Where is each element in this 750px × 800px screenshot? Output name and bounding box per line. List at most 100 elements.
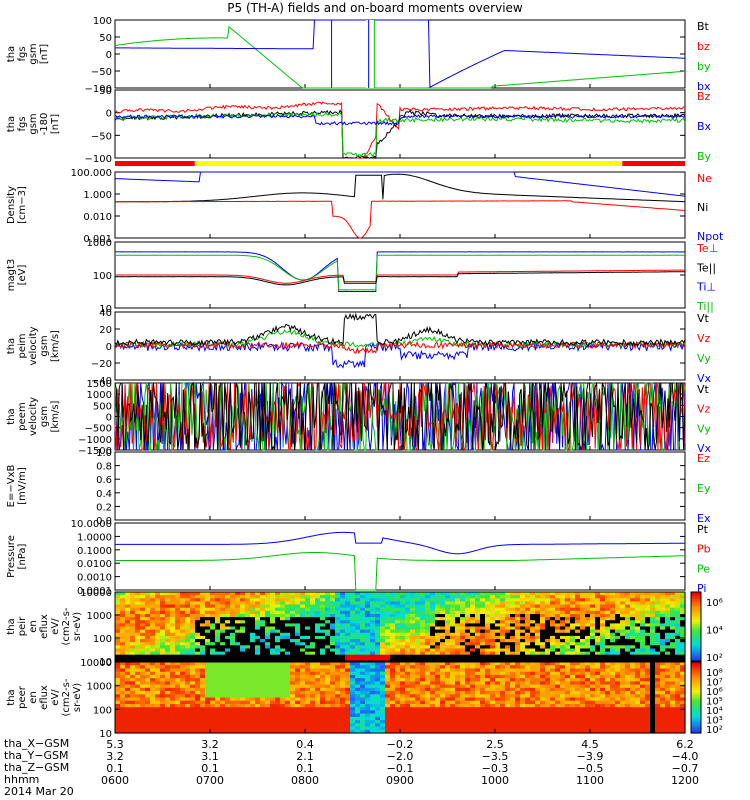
legend-Vt: Vt: [697, 312, 710, 325]
legend-Pb: Pb: [697, 543, 711, 556]
colorbar-label: 10⁶: [706, 598, 723, 609]
ytick-label: 0: [106, 342, 112, 353]
legend-Bx: Bx: [697, 120, 712, 133]
ytick-label: 0.4: [96, 489, 112, 500]
density-ne-line: [114, 200, 686, 239]
ylabel: tha: [6, 338, 17, 354]
ephemeris-value: 1000: [481, 774, 509, 787]
ephemeris-value: 0.1: [201, 762, 219, 775]
panel-frame-E=-VxB: [114, 451, 686, 521]
ephemeris-row-label: hhmm: [4, 773, 40, 786]
ylabel: [km/s]: [50, 400, 61, 432]
legend-bx: bx: [697, 80, 711, 93]
legend-Vt: Vt: [697, 383, 710, 396]
ephemeris-row-label: 2014 Mar 20: [4, 785, 74, 798]
ylabel: eflux: [39, 685, 50, 710]
temp-te-par-line: [115, 271, 685, 286]
ephemeris-row-label: tha_Z−GSM: [4, 761, 70, 774]
ytick-label: −40: [91, 376, 112, 387]
ytick-label: −50: [91, 67, 112, 78]
legend-Ni: Ni: [697, 201, 708, 214]
ephemeris-value: −3.9: [576, 750, 604, 763]
bgsm-gap: [365, 20, 374, 88]
density-ni-line: [115, 173, 686, 203]
ylabel: sr-eV): [72, 612, 83, 641]
ylabel: [nT]: [50, 114, 61, 134]
ylabel: fgs: [17, 46, 28, 61]
ylabel: gsm: [28, 43, 39, 64]
ylabel: peir: [17, 616, 28, 636]
ytick-label: 20: [99, 325, 112, 336]
ephemeris-value: 3.2: [106, 750, 124, 763]
ytick-label: 1000: [87, 682, 112, 693]
ytick-label: 40: [99, 308, 112, 319]
colorbar-label: 10³: [706, 716, 723, 727]
legend-Vx: Vx: [697, 442, 712, 455]
legend-Ex: Ex: [697, 512, 711, 525]
ephemeris-row-label: tha_X−GSM: [4, 737, 70, 750]
ytick-label: 10: [99, 657, 112, 668]
ephemeris-value: 6.2: [676, 738, 694, 751]
ytick-label: −500: [85, 424, 112, 435]
ylabel: fgs: [17, 116, 28, 131]
legend-Ey: Ey: [697, 482, 711, 495]
pressure-pi-line: [115, 531, 685, 555]
panel-frame-pressure: [114, 522, 686, 591]
ephemeris-value: 0.1: [106, 762, 124, 775]
legend-Vy: Vy: [697, 352, 711, 365]
ytick-label: 0.0010: [77, 573, 112, 584]
ytick-label: −1500: [78, 446, 112, 457]
mode-bar: [115, 161, 685, 166]
chart-title: P5 (TH-A) fields and on-board moments ov…: [227, 1, 523, 15]
ytick-label: 100: [93, 634, 112, 645]
ytick-label: 0.6: [96, 475, 112, 486]
ylabel: [cm−3]: [17, 186, 28, 224]
ylabel: peem: [17, 402, 28, 430]
ylabel: eflux: [39, 614, 50, 639]
ylabel: peer: [17, 685, 28, 709]
ephemeris-value: 0900: [386, 774, 414, 787]
legend-Ti||: Ti||: [696, 300, 714, 313]
ytick-label: 0.010: [83, 212, 112, 223]
colorbar-label: 10⁶: [706, 687, 723, 698]
ytick-label: 0.8: [96, 462, 112, 473]
ytick-label: 1000: [87, 611, 112, 622]
ion-colorbar: [690, 591, 702, 662]
density-npot-line: [115, 171, 686, 197]
legend-Vz: Vz: [697, 403, 711, 416]
ephemeris-value: 0700: [196, 774, 224, 787]
ylabel: velocity: [28, 397, 39, 436]
colorbar-label: 10²: [706, 725, 723, 736]
b180-bx-line: [114, 114, 686, 126]
peim-vx-line: [114, 341, 686, 369]
legend-Bz: Bz: [697, 90, 711, 103]
ylabel: E=−VxB: [6, 465, 17, 508]
ytick-label: 0.0: [96, 516, 112, 527]
legend-Vy: Vy: [697, 422, 711, 435]
ytick-label: 10.0000: [71, 519, 112, 530]
temp-ti-par-line: [114, 254, 685, 291]
ytick-label: −1000: [78, 435, 112, 446]
ephemeris-value: −0.3: [481, 762, 509, 775]
legend-by: by: [697, 60, 711, 73]
legend-Ti⊥: Ti⊥: [696, 281, 716, 294]
ylabel: tha: [6, 689, 17, 705]
colorbar-label: 10⁴: [706, 706, 723, 717]
legend-Pe: Pe: [697, 562, 710, 575]
ephemeris-value: 2.1: [296, 750, 314, 763]
temp-ti-perp-line: [114, 251, 685, 293]
ylabel: magt3: [6, 259, 17, 292]
ylabel: (cm2-s-: [61, 607, 72, 645]
ephemeris-value: 3.2: [201, 738, 219, 751]
panel-frame-density: [114, 171, 686, 239]
ylabel: tha: [6, 116, 17, 132]
ytick-label: 500: [93, 401, 112, 412]
ylabel: tha: [6, 408, 17, 424]
ephemeris-value: 0600: [101, 774, 129, 787]
ylabel: [km/s]: [50, 330, 61, 362]
ytick-label: 0: [106, 50, 112, 61]
ytick-label: 0.1000: [77, 546, 112, 557]
colorbar-label: 10⁸: [706, 668, 723, 679]
bgsm-bx-line: [115, 19, 685, 88]
